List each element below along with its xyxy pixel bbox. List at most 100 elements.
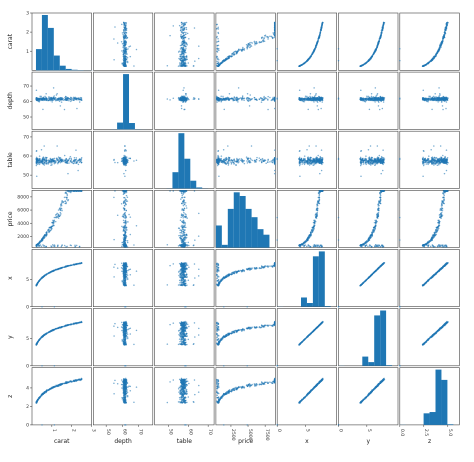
data-point — [359, 97, 362, 100]
data-point — [428, 98, 431, 101]
data-point — [320, 26, 323, 29]
data-point — [198, 98, 200, 100]
data-point — [267, 98, 269, 100]
data-point — [446, 98, 448, 100]
data-point — [365, 163, 367, 166]
data-point — [273, 169, 276, 172]
data-point — [320, 96, 322, 99]
data-point — [380, 34, 382, 37]
data-point — [72, 96, 75, 99]
histogram-bar — [172, 172, 179, 189]
data-point — [361, 64, 364, 66]
data-point — [431, 98, 434, 101]
data-point — [45, 157, 47, 159]
data-point — [233, 51, 235, 53]
data-point — [320, 29, 322, 32]
data-point — [75, 97, 78, 100]
data-point — [303, 163, 306, 166]
histogram-bar — [53, 55, 60, 71]
data-point — [228, 55, 231, 58]
data-point — [124, 163, 126, 166]
data-point — [312, 51, 315, 53]
data-point — [179, 48, 182, 50]
data-point — [76, 107, 78, 110]
data-point — [74, 158, 76, 161]
data-point — [58, 100, 61, 103]
data-point — [439, 93, 441, 95]
data-point — [273, 163, 276, 166]
data-point — [428, 95, 430, 98]
data-point — [319, 160, 322, 163]
data-point — [217, 44, 220, 47]
data-point — [258, 160, 261, 162]
data-point — [216, 51, 219, 53]
data-point — [73, 161, 76, 163]
data-point — [236, 157, 238, 160]
data-point — [435, 96, 437, 98]
data-point — [55, 160, 57, 162]
data-point — [260, 161, 263, 164]
data-point — [362, 163, 365, 165]
data-point — [439, 45, 442, 47]
data-point — [220, 100, 222, 103]
data-point — [446, 22, 448, 24]
data-point — [321, 101, 324, 103]
data-point — [426, 100, 428, 103]
data-point — [433, 57, 435, 59]
data-point — [185, 48, 187, 50]
data-point — [359, 99, 362, 101]
data-point — [304, 61, 307, 63]
data-point — [435, 54, 437, 56]
cell-table-vs-depth — [93, 130, 154, 189]
data-point — [337, 158, 340, 161]
data-point — [178, 98, 181, 100]
data-point — [231, 160, 234, 162]
data-point — [422, 99, 424, 101]
data-point — [374, 98, 376, 100]
data-point — [42, 163, 45, 166]
data-point — [273, 34, 276, 37]
data-point — [57, 159, 59, 161]
data-point — [36, 159, 38, 161]
data-point — [263, 37, 265, 39]
data-point — [233, 54, 235, 56]
data-point — [250, 45, 253, 47]
data-point — [125, 156, 128, 158]
data-point — [422, 65, 424, 67]
data-point — [183, 59, 185, 62]
data-point — [221, 98, 223, 101]
data-point — [298, 156, 301, 159]
data-point — [251, 159, 253, 162]
data-point — [120, 41, 123, 43]
data-point — [378, 38, 381, 40]
data-point — [185, 26, 188, 29]
data-point — [304, 161, 307, 164]
histogram-bar — [178, 133, 185, 189]
data-point — [445, 28, 447, 30]
data-point — [126, 53, 128, 56]
data-point — [317, 38, 320, 40]
data-point — [227, 162, 230, 165]
data-point — [298, 158, 300, 161]
data-point — [48, 160, 51, 162]
data-point — [229, 159, 232, 162]
data-point — [38, 155, 41, 157]
data-point — [47, 162, 49, 164]
data-point — [248, 105, 251, 107]
data-point — [399, 59, 401, 62]
data-point — [216, 49, 219, 51]
data-point — [126, 36, 129, 39]
data-point — [370, 93, 373, 95]
data-point — [124, 169, 127, 172]
data-point — [372, 99, 374, 101]
data-point — [183, 108, 185, 111]
data-point — [179, 64, 181, 67]
data-point — [381, 107, 384, 110]
data-point — [116, 42, 119, 44]
data-point — [250, 158, 252, 160]
data-point — [374, 87, 377, 89]
data-point — [303, 158, 306, 161]
data-point — [382, 22, 385, 24]
data-point — [241, 48, 244, 51]
data-point — [309, 99, 311, 102]
